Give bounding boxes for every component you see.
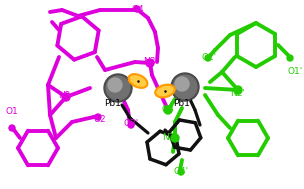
Circle shape [234,86,242,94]
Text: N2: N2 [58,91,70,99]
Circle shape [205,55,211,61]
Circle shape [171,134,179,142]
Text: O1: O1 [6,108,18,116]
Circle shape [62,93,70,101]
Text: O3: O3 [162,105,174,115]
Circle shape [164,106,172,114]
Text: N3': N3' [163,133,178,143]
Text: Pb1': Pb1' [173,98,193,108]
Circle shape [173,75,197,99]
Circle shape [178,169,184,175]
Text: O2: O2 [94,115,106,125]
Ellipse shape [129,74,147,88]
Ellipse shape [155,85,175,97]
Circle shape [106,76,130,100]
Text: O1': O1' [287,67,302,77]
Circle shape [104,74,132,102]
Text: N3: N3 [143,57,155,67]
Circle shape [146,59,154,67]
Text: O2': O2' [202,53,216,63]
Text: O3': O3' [123,119,139,128]
Circle shape [128,122,134,128]
Text: O4: O4 [132,5,144,15]
Circle shape [175,77,189,91]
Text: N2': N2' [230,88,245,98]
Text: O4': O4' [174,167,188,177]
Circle shape [95,114,101,120]
Circle shape [108,78,122,92]
Circle shape [9,125,15,131]
Circle shape [134,6,140,12]
Circle shape [171,73,199,101]
Circle shape [287,55,293,61]
Text: Pb1: Pb1 [105,98,121,108]
